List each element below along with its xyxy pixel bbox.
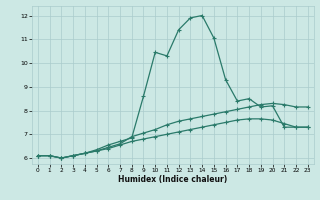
- X-axis label: Humidex (Indice chaleur): Humidex (Indice chaleur): [118, 175, 228, 184]
